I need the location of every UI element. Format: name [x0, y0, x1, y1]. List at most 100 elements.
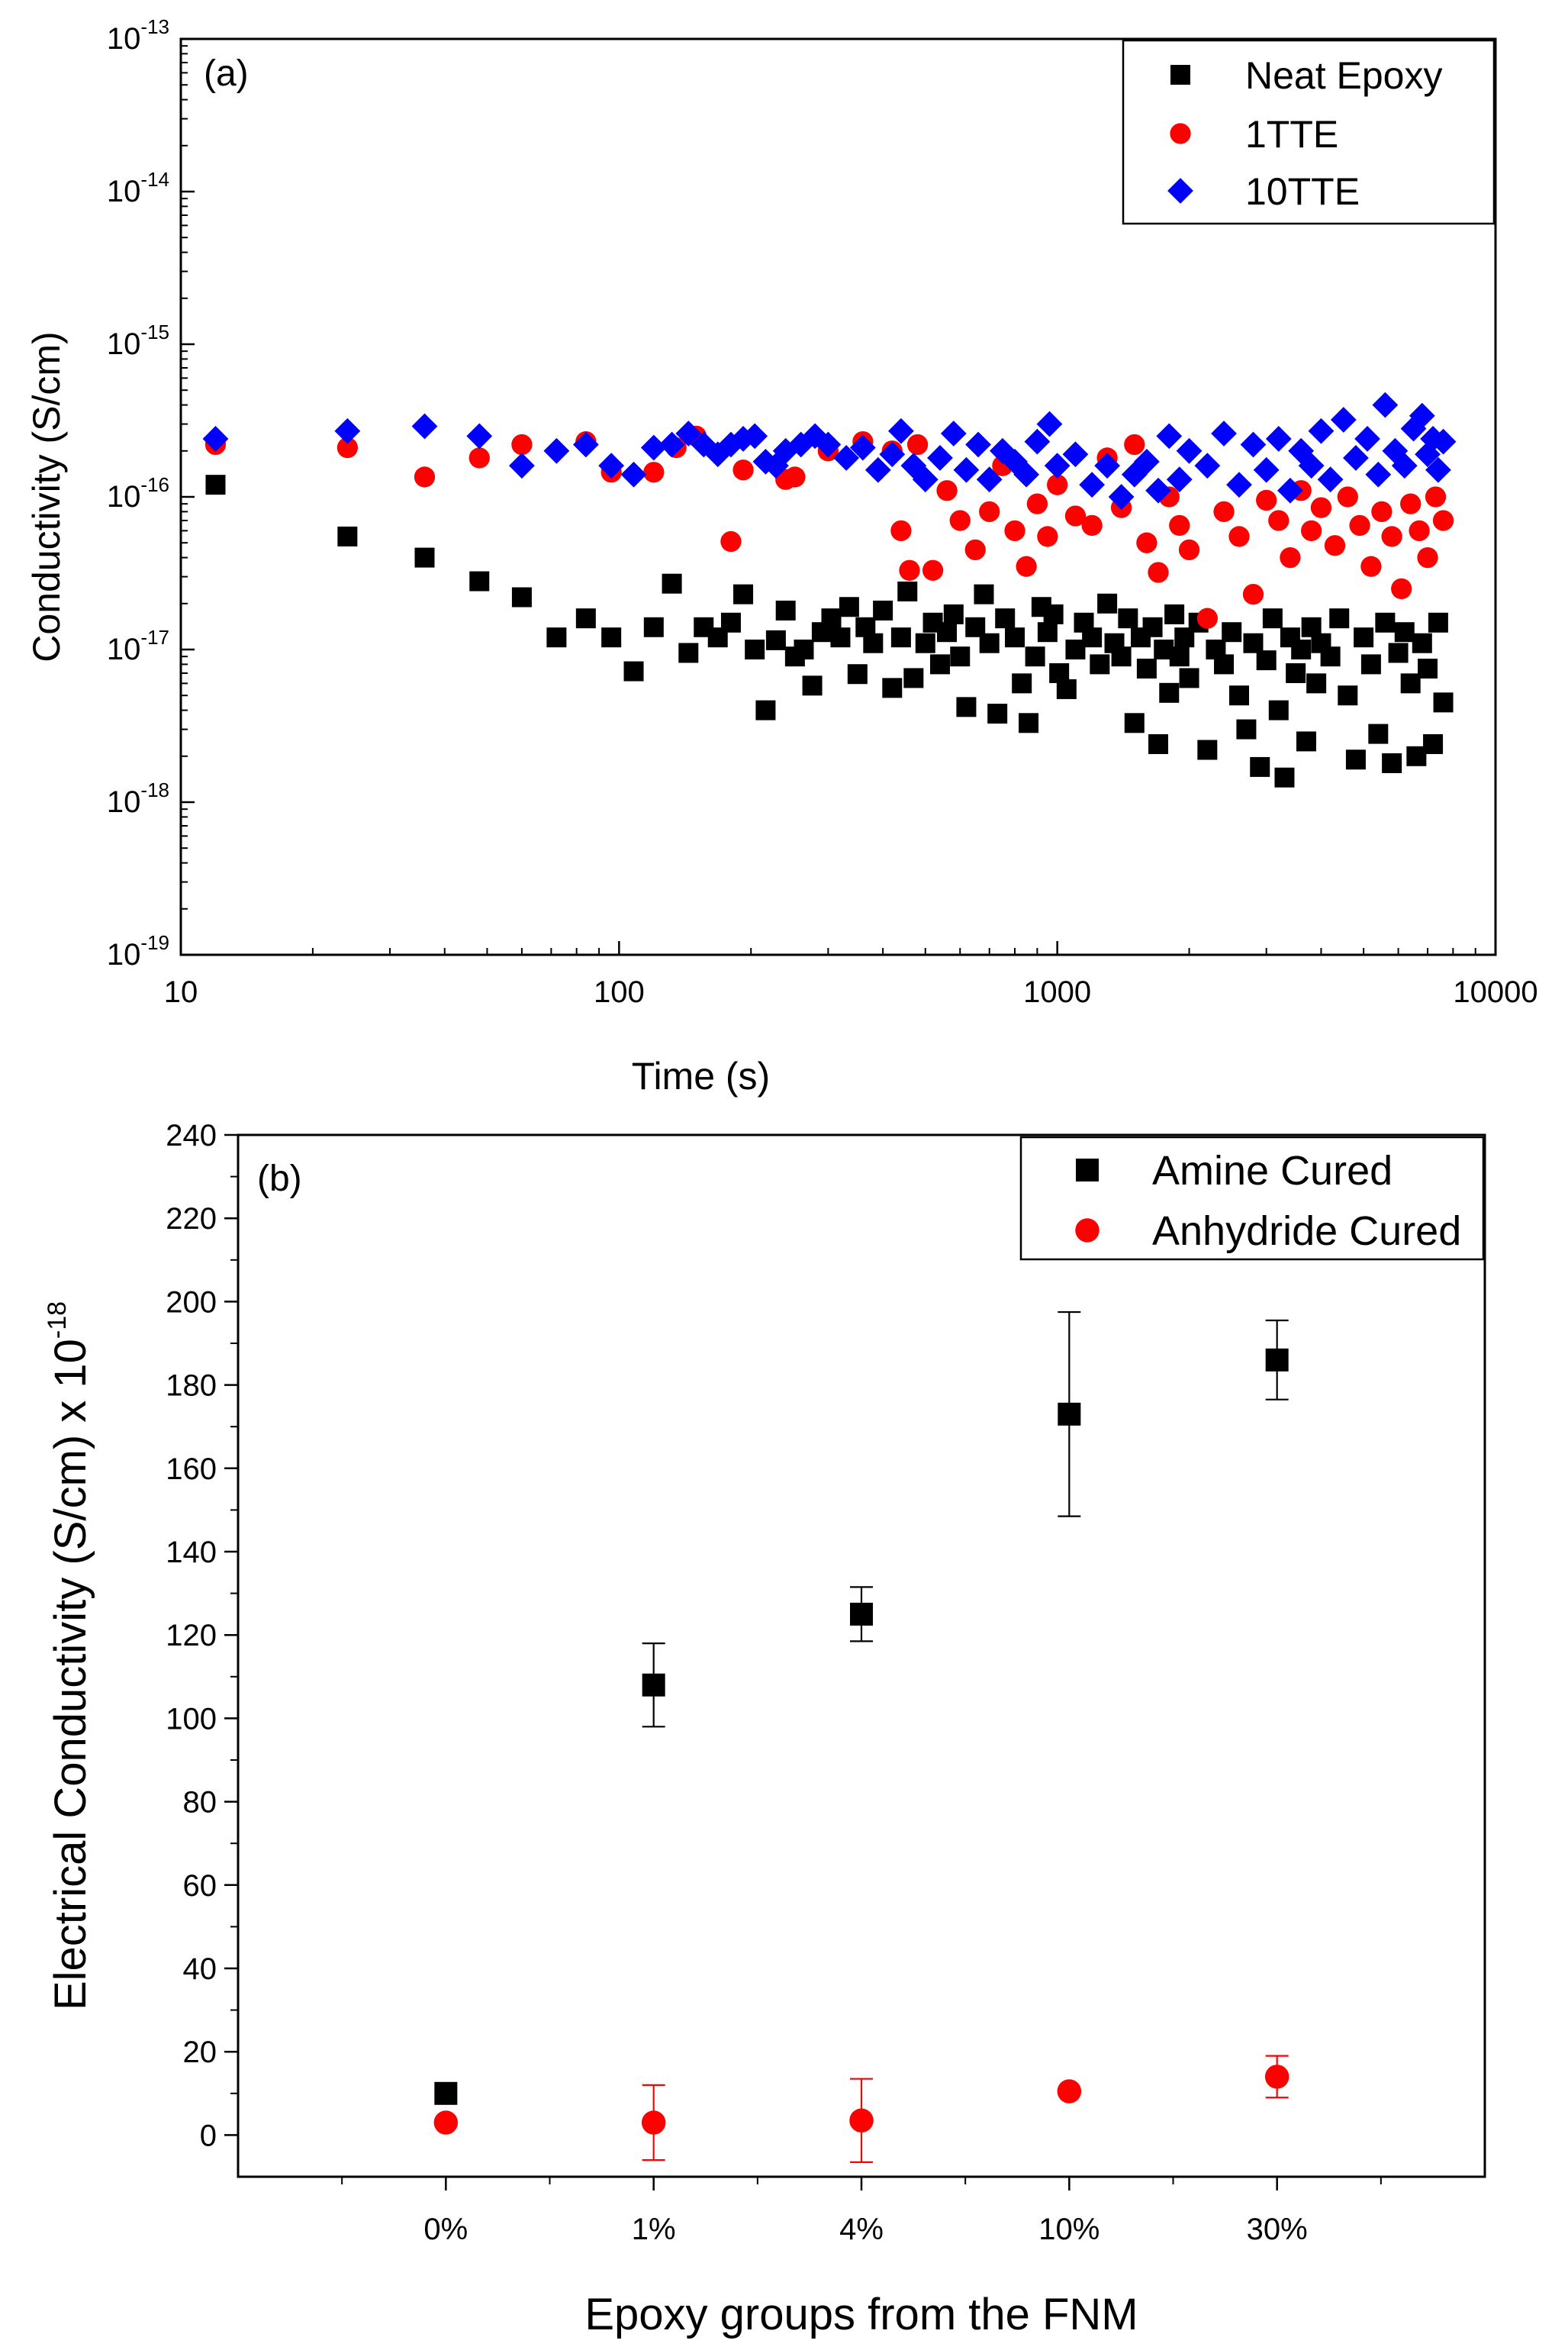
data-point	[433, 2110, 459, 2135]
data-point	[949, 510, 971, 531]
data-point	[1343, 445, 1369, 471]
data-point	[1166, 466, 1193, 493]
data-point	[1037, 622, 1058, 643]
data-point	[1418, 658, 1438, 679]
data-point	[1043, 604, 1064, 624]
data-point	[794, 640, 814, 659]
series-10tte	[202, 392, 1457, 510]
y-tick-exponent: -16	[140, 473, 169, 496]
data-point	[1156, 423, 1183, 450]
data-point	[987, 704, 1008, 724]
series-anhydride-cured	[433, 2055, 1289, 2163]
data-point	[1019, 713, 1039, 733]
data-point	[1417, 546, 1438, 569]
y-tick-label: 10-19	[107, 931, 169, 972]
data-point	[1391, 453, 1418, 479]
data-point	[1036, 411, 1063, 437]
data-point	[976, 466, 1003, 493]
data-point	[1265, 426, 1292, 452]
data-point	[974, 584, 994, 604]
data-point	[675, 421, 702, 446]
legend: Amine Cured Anhydride Cured	[1019, 1136, 1485, 1261]
data-point	[1118, 608, 1138, 629]
data-point	[1148, 562, 1169, 583]
data-point	[1286, 662, 1306, 683]
data-point	[906, 434, 929, 456]
data-point	[1425, 486, 1447, 508]
data-point	[1265, 1348, 1289, 1372]
panel-label: (b)	[257, 1159, 302, 1199]
y-tick-base: 10	[107, 785, 141, 819]
data-point	[1194, 453, 1221, 479]
data-point	[1079, 472, 1106, 498]
y-tick-exponent: -18	[140, 778, 169, 801]
data-point	[787, 431, 814, 458]
data-point	[1412, 633, 1432, 653]
data-point	[1016, 556, 1037, 577]
legend: Neat Epoxy 1TTE 10TTE	[1122, 39, 1496, 225]
data-point	[1037, 526, 1058, 547]
data-point	[1136, 658, 1157, 679]
y-tick-label: 10-18	[107, 778, 169, 819]
data-point	[641, 2110, 666, 2135]
data-point	[643, 617, 664, 637]
y-tick-label: 160	[166, 1452, 217, 1486]
data-point	[879, 441, 906, 468]
data-point	[755, 700, 776, 720]
data-point	[1012, 673, 1032, 694]
data-point	[1013, 461, 1040, 488]
data-point	[1065, 640, 1086, 659]
data-point	[466, 423, 493, 450]
data-point	[1296, 731, 1317, 752]
data-point	[1179, 668, 1199, 688]
data-point	[953, 456, 980, 483]
data-point	[815, 431, 842, 458]
data-point	[1360, 556, 1382, 577]
y-tick-label: 200	[166, 1285, 217, 1319]
legend-marker-circle	[1075, 1218, 1100, 1243]
y-tick-label: 240	[166, 1119, 217, 1152]
data-point	[1228, 526, 1250, 547]
data-point	[1330, 407, 1357, 433]
data-point	[1308, 417, 1335, 444]
data-point	[940, 421, 967, 446]
data-point	[1382, 437, 1409, 464]
data-point	[1400, 493, 1422, 514]
data-point	[1423, 733, 1444, 754]
data-point	[1268, 510, 1289, 531]
y-tick-exponent: -19	[140, 931, 169, 954]
data-point	[1432, 510, 1454, 531]
data-point	[1253, 456, 1280, 483]
data-point	[936, 480, 958, 501]
data-point	[1025, 646, 1045, 667]
data-point	[1145, 477, 1171, 504]
data-point	[1262, 608, 1283, 629]
data-point	[1274, 767, 1295, 788]
data-point	[897, 581, 918, 601]
data-point	[643, 462, 665, 483]
data-point	[979, 501, 1000, 523]
data-point	[620, 461, 647, 488]
data-point	[1133, 449, 1160, 475]
data-point	[1213, 501, 1235, 523]
data-point	[720, 530, 742, 553]
data-point	[1381, 526, 1402, 547]
legend-marker-square	[1170, 65, 1190, 85]
data-point	[1226, 472, 1252, 498]
data-point	[1058, 1402, 1081, 1426]
data-point	[850, 1602, 873, 1626]
legend-box	[1019, 1136, 1485, 1261]
y-tick-label: 60	[183, 1869, 217, 1903]
y-tick-label: 10-14	[107, 168, 169, 208]
data-point	[849, 434, 876, 461]
data-point	[802, 675, 823, 696]
data-point	[1148, 733, 1169, 754]
data-point	[1433, 692, 1454, 713]
data-point	[863, 633, 884, 653]
data-point	[1310, 497, 1332, 518]
data-point	[1268, 700, 1289, 720]
data-point	[1047, 474, 1068, 495]
data-point	[601, 627, 622, 648]
data-point	[1056, 679, 1077, 699]
